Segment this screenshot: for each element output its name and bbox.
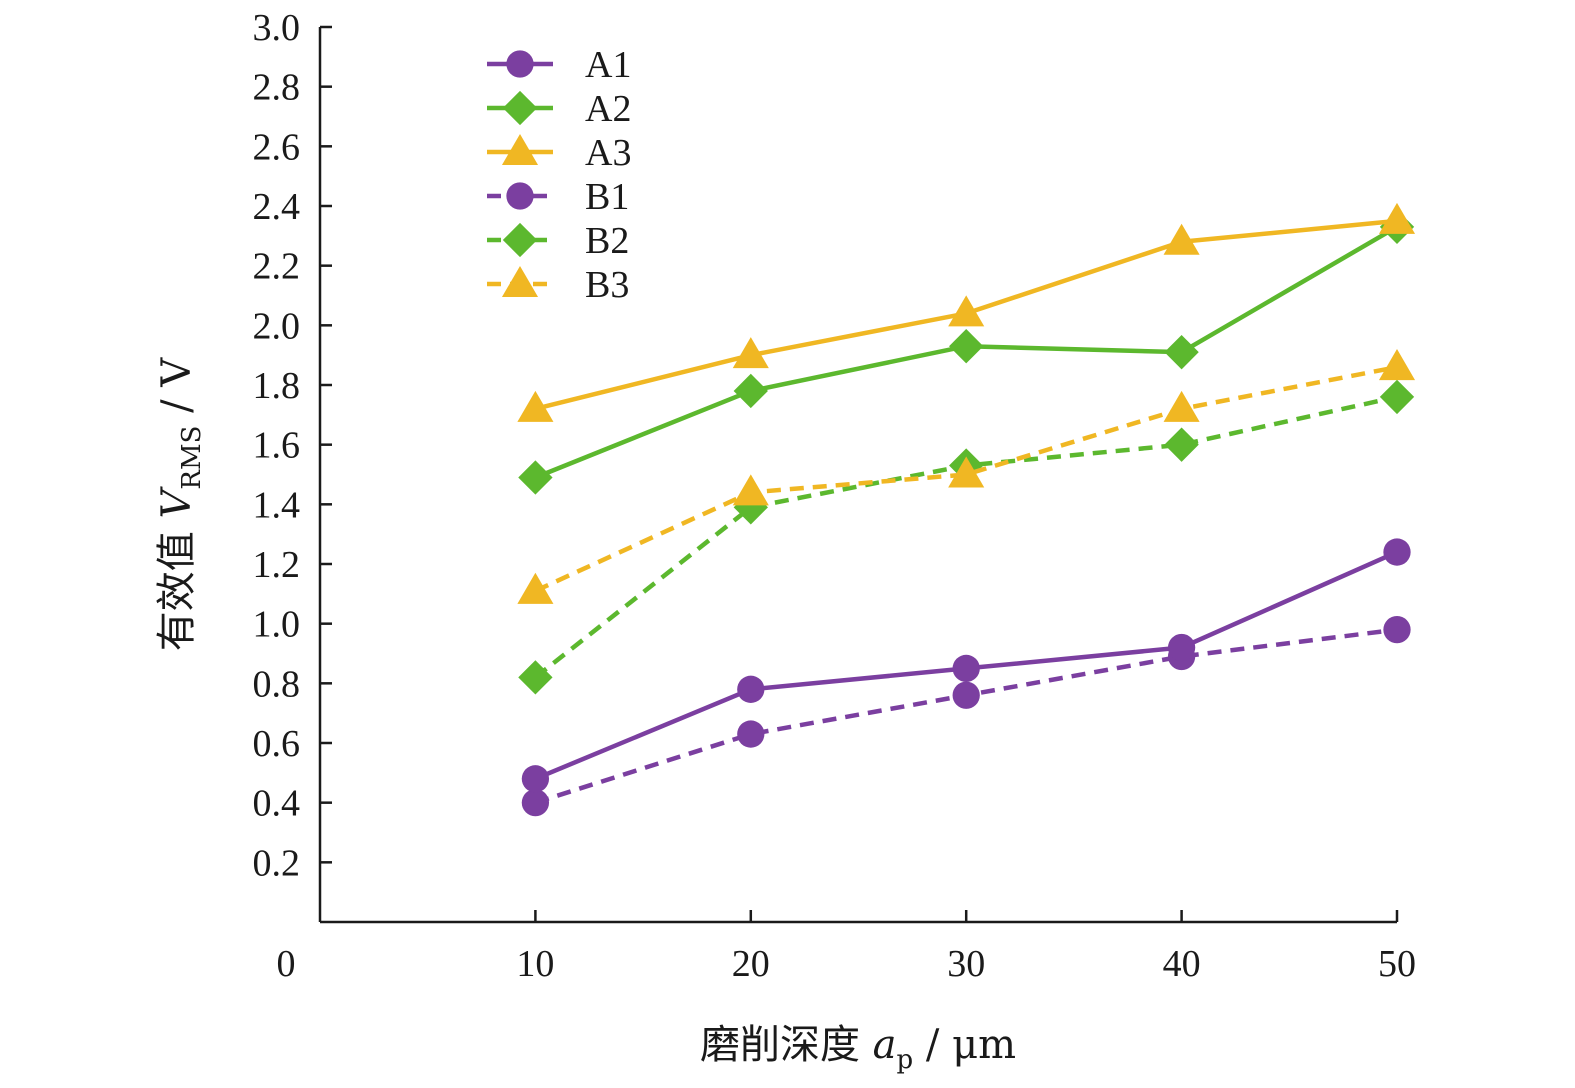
y-tick-label: 0.4 (253, 783, 301, 825)
data-point (1378, 349, 1416, 381)
data-point (518, 660, 553, 695)
data-point (1378, 202, 1416, 234)
y-axis-title-var: V (154, 485, 200, 518)
axes (318, 27, 1397, 924)
data-point (737, 720, 765, 748)
data-point (948, 295, 985, 327)
x-tick-label: 10 (516, 943, 554, 985)
data-point (517, 572, 554, 604)
data-point (732, 474, 769, 506)
legend-label: A2 (585, 88, 631, 130)
legend-label: B3 (585, 264, 629, 306)
y-tick-label: 0.8 (253, 663, 301, 705)
legend-item-b3: B3 (487, 264, 629, 306)
x-ticks: 0 10 20 30 40 50 (277, 910, 1416, 985)
series-a1 (521, 538, 1411, 793)
data-point (737, 675, 765, 703)
data-point (948, 456, 985, 488)
data-point (733, 373, 768, 409)
data-point (732, 337, 769, 369)
y-ticks: 0.2 0.4 0.6 0.8 1.0 1.2 1.4 1.6 1.8 2.0 2.2 2.4 2.6 2… (253, 7, 332, 884)
y-tick-label: 1.0 (253, 604, 301, 646)
legend-marker (501, 265, 539, 297)
data-point (1379, 379, 1415, 415)
x-tick-label: 30 (947, 943, 985, 985)
y-tick-label: 0.2 (253, 842, 301, 884)
data-point (521, 765, 550, 793)
legend-item-b2: B2 (487, 220, 629, 262)
y-tick-label: 2.4 (253, 186, 301, 228)
data-point (1163, 390, 1200, 422)
x-tick-label: 20 (732, 943, 770, 985)
legend-marker (506, 182, 534, 210)
y-axis-title-sub: RMS (177, 426, 207, 490)
legend-item-b1: B1 (487, 176, 629, 218)
data-point (952, 681, 980, 709)
series-b3 (517, 349, 1416, 604)
y-tick-label: 0.6 (253, 723, 301, 765)
legend-item-a1: A1 (487, 44, 631, 86)
data-point (1164, 335, 1199, 370)
data-point (1164, 427, 1199, 462)
series-layer (517, 202, 1416, 817)
legend-marker (501, 133, 539, 165)
x-tick-label: 50 (1378, 943, 1416, 985)
data-point (521, 789, 550, 817)
legend-label: B1 (585, 176, 629, 218)
data-point (1383, 615, 1411, 644)
y-tick-label: 1.8 (253, 365, 301, 407)
series-a3 (517, 202, 1416, 422)
x-tick-label: 40 (1163, 943, 1201, 985)
x-axis-title: 磨削深度 ap / μm (700, 1022, 1016, 1075)
data-point (1163, 223, 1200, 255)
y-tick-label: 1.6 (253, 425, 301, 467)
legend-item-a3: A3 (487, 132, 631, 174)
legend-label: A1 (585, 44, 631, 86)
data-point (952, 654, 980, 683)
series-line (534, 394, 1398, 680)
y-axis-title-unit: / V (154, 357, 200, 426)
y-tick-label: 1.4 (253, 484, 301, 526)
data-point (518, 460, 553, 495)
legend-label: A3 (585, 132, 631, 174)
series-b1 (521, 615, 1411, 817)
data-point (949, 329, 984, 364)
y-tick-label: 2.0 (253, 305, 301, 347)
y-tick-label: 2.8 (253, 67, 301, 109)
data-point (1167, 633, 1196, 662)
x-axis-title-main: 磨削深度 (700, 1022, 873, 1068)
legend-label: B2 (585, 220, 629, 262)
x-axis-title-sub: p (897, 1045, 914, 1075)
y-tick-label: 3.0 (253, 7, 301, 49)
legend-marker (506, 50, 534, 78)
y-tick-label: 2.6 (253, 126, 301, 168)
data-point (517, 390, 554, 422)
x-tick-label: 0 (277, 943, 296, 985)
data-point (1383, 538, 1411, 566)
x-axis-title-unit: / μm (913, 1022, 1016, 1068)
legend-item-a2: A2 (487, 88, 631, 130)
legend-marker (502, 222, 538, 258)
legend-marker (502, 90, 538, 126)
y-tick-label: 2.2 (253, 246, 301, 288)
x-axis-title-var: a (873, 1022, 897, 1068)
series-a2 (518, 209, 1415, 495)
y-tick-label: 1.2 (253, 544, 301, 586)
y-axis-title: 有效值 VRMS / V (154, 357, 207, 652)
y-axis-title-main: 有效值 (154, 518, 200, 651)
